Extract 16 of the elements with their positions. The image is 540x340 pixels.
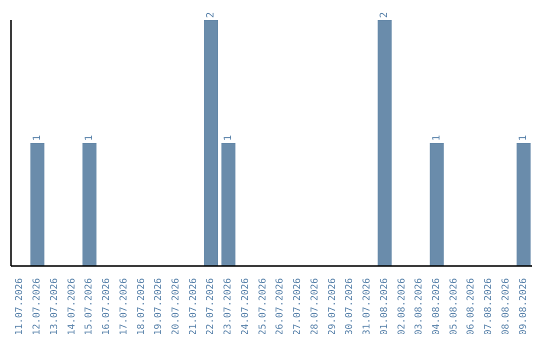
x-tick-label: 17.07.2026	[118, 278, 130, 336]
x-tick-label: 16.07.2026	[101, 278, 112, 336]
data-label: 1	[518, 134, 530, 141]
x-tick-label: 18.07.2026	[136, 278, 147, 336]
x-tick-label: 14.07.2026	[66, 278, 78, 336]
data-label: 1	[32, 134, 43, 141]
x-tick-label: 12.07.2026	[32, 278, 43, 336]
data-label: 2	[206, 12, 217, 18]
x-tick-label: 13.07.2026	[48, 278, 60, 336]
x-tick-label: 15.07.2026	[84, 278, 95, 336]
data-label: 1	[431, 134, 442, 141]
data-label: 1	[84, 134, 95, 141]
data-label: 1	[222, 134, 234, 141]
x-tick-label: 19.07.2026	[153, 278, 164, 336]
data-label: 2	[379, 12, 390, 18]
x-tick-label: 11.07.2026	[14, 278, 26, 336]
